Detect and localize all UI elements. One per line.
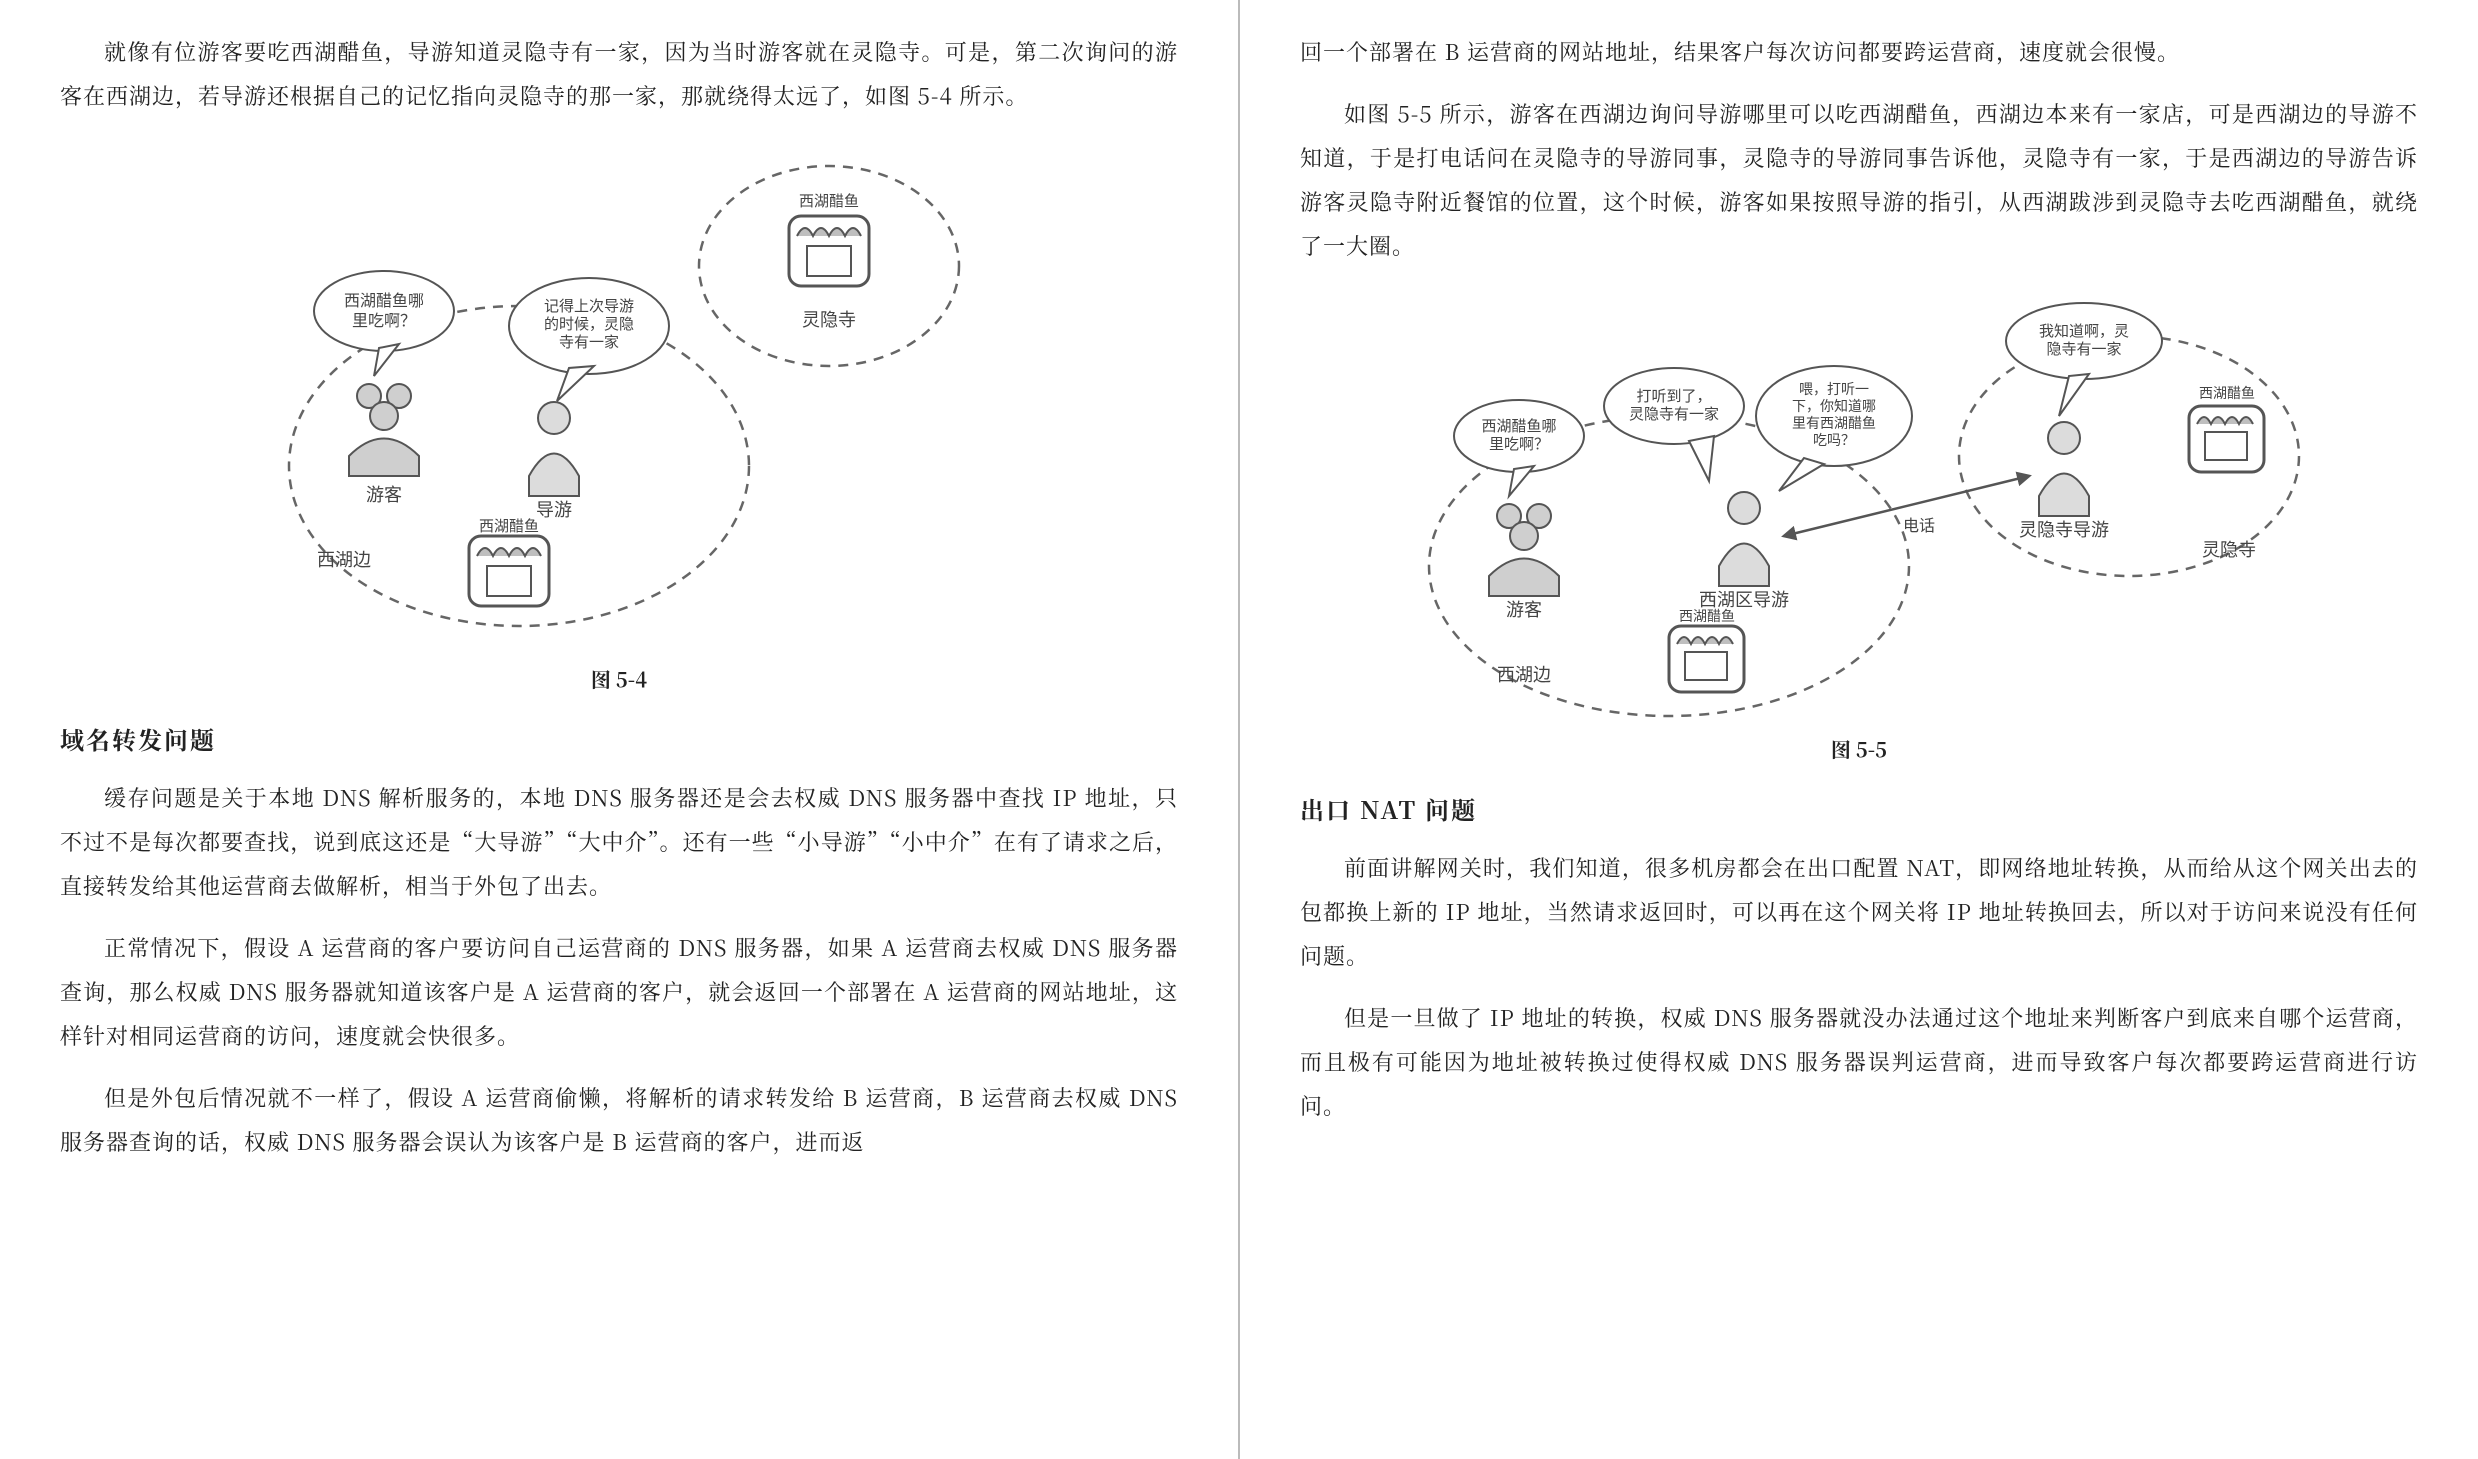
tourist-label: 游客 bbox=[1506, 600, 1542, 620]
svg-text:灵隐寺有一家: 灵隐寺有一家 bbox=[1629, 406, 1719, 423]
tourist-label: 游客 bbox=[366, 485, 402, 505]
guide-icon bbox=[529, 402, 579, 496]
lingyin-guide-icon bbox=[2039, 422, 2089, 516]
svg-text:的时候，灵隐: 的时候，灵隐 bbox=[544, 316, 634, 333]
right-para-2: 如图 5-5 所示，游客在西湖边询问导游哪里可以吃西湖醋鱼，西湖边本来有一家店，… bbox=[1300, 92, 2418, 268]
tourist-bubble: 西湖醋鱼哪 里吃啊？ bbox=[1454, 400, 1584, 496]
guide-bubble: 记得上次导游 的时候，灵隐 寺有一家 bbox=[509, 278, 669, 401]
figure-5-5: 游客 西湖醋鱼哪 里吃啊？ 西湖区导游 打 bbox=[1389, 286, 2329, 726]
svg-text:我知道啊，灵: 我知道啊，灵 bbox=[2039, 323, 2129, 340]
shop-lingyin-icon bbox=[789, 216, 869, 286]
phone-label: 电话 bbox=[1903, 517, 1935, 535]
svg-text:下，你知道哪: 下，你知道哪 bbox=[1792, 398, 1876, 414]
lingyin-guide-bubble: 我知道啊，灵 隐寺有一家 bbox=[2006, 303, 2162, 416]
lingyin-guide-label: 灵隐寺导游 bbox=[2019, 520, 2109, 540]
svg-text:里吃啊？: 里吃啊？ bbox=[352, 312, 416, 330]
figure-5-4-caption: 图 5-4 bbox=[60, 664, 1178, 693]
heading-domain-forward: 域名转发问题 bbox=[60, 721, 1178, 756]
xihu-guide-bubble-right: 喂，打听一 下，你知道哪 里有西湖醋鱼 吃吗？ bbox=[1756, 366, 1912, 491]
svg-text:里有西湖醋鱼: 里有西湖醋鱼 bbox=[1792, 415, 1876, 431]
svg-text:吃吗？: 吃吗？ bbox=[1813, 432, 1855, 448]
figure-5-5-caption: 图 5-5 bbox=[1300, 734, 2418, 763]
tourist-bubble: 西湖醋鱼哪 里吃啊？ bbox=[314, 271, 454, 376]
figure-5-4-wrap: 游客 西湖醋鱼哪 里吃啊？ 导游 记得上次 bbox=[60, 136, 1178, 656]
figure-5-5-wrap: 游客 西湖醋鱼哪 里吃啊？ 西湖区导游 打 bbox=[1300, 286, 2418, 726]
lingyin-region-label: 灵隐寺 bbox=[802, 310, 856, 330]
guide-label: 导游 bbox=[536, 500, 572, 520]
tourists-icon bbox=[349, 384, 419, 476]
right-para-3: 前面讲解网关时，我们知道，很多机房都会在出口配置 NAT，即网络地址转换，从而给… bbox=[1300, 846, 2418, 978]
shop-lingyin-icon bbox=[2189, 406, 2264, 472]
svg-text:记得上次导游: 记得上次导游 bbox=[544, 298, 634, 315]
left-para-1: 就像有位游客要吃西湖醋鱼，导游知道灵隐寺有一家，因为当时游客就在灵隐寺。可是，第… bbox=[60, 30, 1178, 118]
figure-5-4: 游客 西湖醋鱼哪 里吃啊？ 导游 记得上次 bbox=[239, 136, 999, 656]
tourists-icon bbox=[1489, 504, 1559, 596]
xihu-guide-label: 西湖区导游 bbox=[1699, 590, 1789, 610]
shop-xihu-icon bbox=[469, 536, 549, 606]
shop-xihu-label: 西湖醋鱼 bbox=[1679, 608, 1735, 624]
left-para-4: 但是外包后情况就不一样了，假设 A 运营商偷懒，将解析的请求转发给 B 运营商，… bbox=[60, 1076, 1178, 1164]
right-page: 回一个部署在 B 运营商的网站地址，结果客户每次访问都要跨运营商，速度就会很慢。… bbox=[1240, 0, 2478, 1459]
lingyin-region-label: 灵隐寺 bbox=[2202, 540, 2256, 560]
left-page: 就像有位游客要吃西湖醋鱼，导游知道灵隐寺有一家，因为当时游客就在灵隐寺。可是，第… bbox=[0, 0, 1238, 1459]
left-para-3: 正常情况下，假设 A 运营商的客户要访问自己运营商的 DNS 服务器，如果 A … bbox=[60, 926, 1178, 1058]
svg-text:西湖醋鱼哪: 西湖醋鱼哪 bbox=[1481, 417, 1556, 435]
shop-lingyin-label: 西湖醋鱼 bbox=[799, 192, 859, 210]
left-para-2: 缓存问题是关于本地 DNS 解析服务的，本地 DNS 服务器还是会去权威 DNS… bbox=[60, 776, 1178, 908]
shop-xihu-icon bbox=[1669, 626, 1744, 692]
shop-xihu-label: 西湖醋鱼 bbox=[479, 517, 539, 535]
svg-text:喂，打听一: 喂，打听一 bbox=[1799, 381, 1869, 397]
xihu-guide-bubble-left: 打听到了， 灵隐寺有一家 bbox=[1604, 368, 1744, 481]
xihu-region-label: 西湖边 bbox=[317, 550, 371, 570]
shop-lingyin-label: 西湖醋鱼 bbox=[2199, 385, 2255, 401]
svg-text:西湖醋鱼哪: 西湖醋鱼哪 bbox=[344, 292, 424, 310]
svg-text:隐寺有一家: 隐寺有一家 bbox=[2046, 341, 2121, 358]
heading-nat: 出口 NAT 问题 bbox=[1300, 791, 2418, 826]
right-para-1: 回一个部署在 B 运营商的网站地址，结果客户每次访问都要跨运营商，速度就会很慢。 bbox=[1300, 30, 2418, 74]
svg-text:打听到了，: 打听到了， bbox=[1636, 388, 1711, 405]
right-para-4: 但是一旦做了 IP 地址的转换，权威 DNS 服务器就没办法通过这个地址来判断客… bbox=[1300, 996, 2418, 1128]
svg-text:里吃啊？: 里吃啊？ bbox=[1489, 436, 1549, 453]
xihu-region-label: 西湖边 bbox=[1497, 665, 1551, 685]
xihu-guide-icon bbox=[1719, 492, 1769, 586]
svg-text:寺有一家: 寺有一家 bbox=[559, 334, 619, 351]
two-page-spread: 就像有位游客要吃西湖醋鱼，导游知道灵隐寺有一家，因为当时游客就在灵隐寺。可是，第… bbox=[0, 0, 2478, 1459]
